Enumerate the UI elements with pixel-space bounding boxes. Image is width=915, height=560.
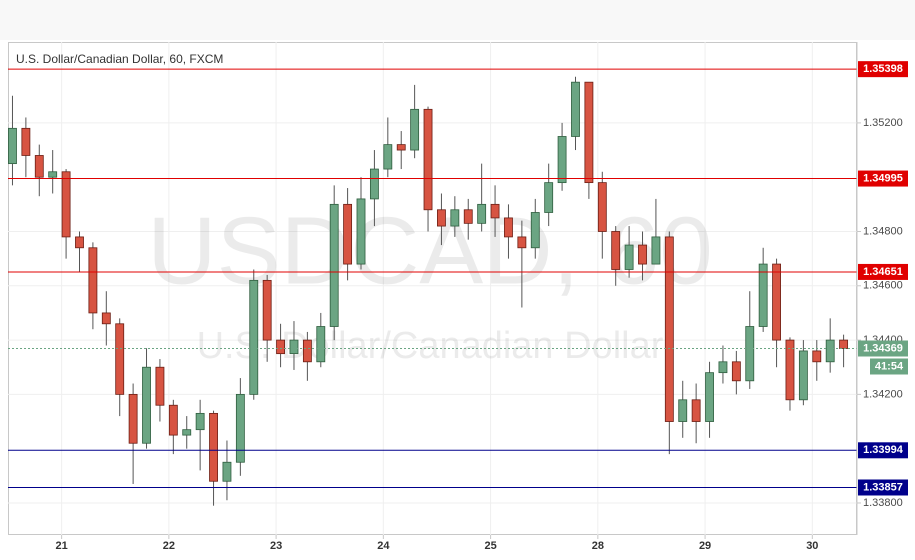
x-tick-label: 22 xyxy=(163,540,175,552)
candle-body xyxy=(316,326,326,363)
candle-body xyxy=(772,263,781,341)
level-label: 1.34995 xyxy=(863,172,903,184)
candle-body xyxy=(544,182,554,213)
candle-body xyxy=(343,203,353,265)
candle-body xyxy=(302,339,312,363)
candle-body xyxy=(34,155,44,178)
candle-body xyxy=(75,236,84,249)
y-tick-label: 1.34600 xyxy=(863,280,903,292)
candle-body xyxy=(262,279,272,341)
x-tick-label: 23 xyxy=(270,540,282,552)
candle-body xyxy=(48,171,58,178)
level-label-box xyxy=(858,442,908,459)
last-price-box xyxy=(858,340,908,357)
x-tick-label: 25 xyxy=(484,540,496,552)
candle-body xyxy=(168,404,178,436)
candle-body xyxy=(798,350,808,401)
countdown-box xyxy=(870,358,908,375)
candle-body xyxy=(463,209,473,224)
candle-body xyxy=(611,231,621,270)
candle-body xyxy=(504,217,513,238)
y-tick-label: 1.34800 xyxy=(863,225,903,237)
candle-body xyxy=(142,366,151,444)
last-price-label: 1.34369 xyxy=(863,342,903,354)
candle-body xyxy=(155,366,165,406)
candle-body xyxy=(597,182,607,232)
candle-body xyxy=(557,136,567,184)
candle-body xyxy=(410,108,420,151)
x-tick-label: 29 xyxy=(699,540,711,552)
x-tick-label: 24 xyxy=(377,540,390,552)
candle-body xyxy=(128,393,138,444)
candle-body xyxy=(195,412,205,431)
candle-body xyxy=(276,339,285,355)
candle-body xyxy=(369,168,379,200)
candle-body xyxy=(383,144,393,170)
candle-body xyxy=(356,198,366,265)
y-tick-label: 1.34200 xyxy=(863,388,903,400)
candle-body xyxy=(530,212,540,249)
candle-body xyxy=(182,429,192,436)
level-label-box xyxy=(858,263,908,280)
level-label: 1.34651 xyxy=(863,266,903,278)
candle-body xyxy=(396,144,406,151)
candle-body xyxy=(678,399,688,422)
candle-body xyxy=(718,361,728,374)
candle-body xyxy=(731,361,741,382)
candle-body xyxy=(490,203,500,219)
y-tick-label: 1.33800 xyxy=(863,497,903,509)
candle-body xyxy=(651,236,661,265)
candle-body xyxy=(88,247,98,314)
candle-body xyxy=(825,339,835,363)
candle-body xyxy=(812,350,822,363)
candle-body xyxy=(115,323,125,395)
candle-body xyxy=(289,339,299,355)
candle-body xyxy=(101,312,111,325)
candle-body xyxy=(839,339,849,349)
candle-body xyxy=(517,236,527,249)
level-label: 1.35398 xyxy=(863,63,903,75)
level-label-box xyxy=(858,61,908,78)
candle-body xyxy=(21,127,31,156)
candle-body xyxy=(705,372,714,422)
level-label-box xyxy=(858,170,908,187)
level-label: 1.33994 xyxy=(863,444,904,456)
x-tick-label: 30 xyxy=(806,540,818,552)
candle-body xyxy=(61,171,71,238)
candle-body xyxy=(691,399,701,422)
x-tick-label: 28 xyxy=(592,540,604,552)
level-label: 1.33857 xyxy=(863,481,903,493)
candle-body xyxy=(437,209,446,227)
chart-title: U.S. Dollar/Canadian Dollar, 60, FXCM xyxy=(16,52,223,66)
x-tick-label: 21 xyxy=(55,540,67,552)
candle-body xyxy=(209,412,218,482)
candle-body xyxy=(477,203,487,224)
candle-body xyxy=(584,81,594,184)
candle-body xyxy=(222,461,232,482)
y-tick-label: 1.35200 xyxy=(863,117,903,129)
candle-body xyxy=(624,244,634,270)
level-label-box xyxy=(858,479,908,496)
candle-body xyxy=(235,393,245,463)
candle-body xyxy=(450,209,460,227)
candle-body xyxy=(745,326,755,382)
candle-body xyxy=(758,263,768,327)
countdown-label: 41:54 xyxy=(875,360,904,372)
plot-frame xyxy=(8,42,857,535)
candle-body xyxy=(423,108,433,211)
candle-body xyxy=(249,279,259,395)
candle-body xyxy=(785,339,795,401)
candle-body xyxy=(8,127,17,165)
top-bar xyxy=(0,0,915,40)
candle-body xyxy=(329,203,339,327)
candle-body xyxy=(638,244,647,265)
candle-body xyxy=(571,81,580,137)
watermark-subtitle: U.S. Dollar/Canadian Dollar xyxy=(197,325,664,367)
candle-body xyxy=(664,236,674,422)
